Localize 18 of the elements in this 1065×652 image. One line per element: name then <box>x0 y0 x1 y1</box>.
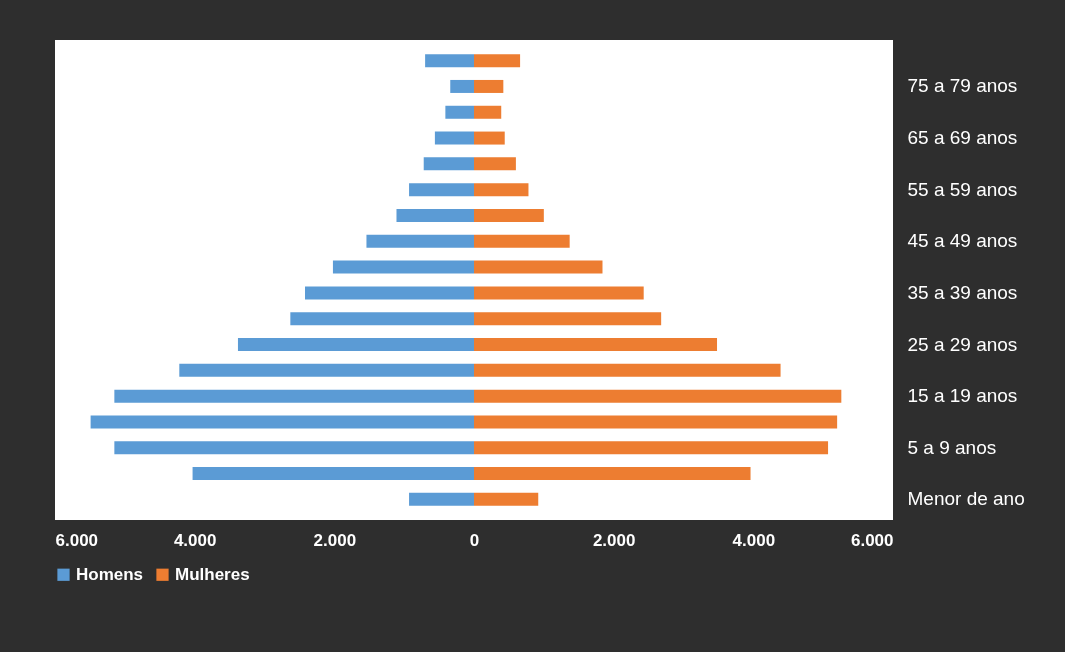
x-tick-label: 0 <box>469 530 480 550</box>
y-tick-label: 15 a 19 anos <box>907 385 1018 407</box>
x-tick-label: 2.000 <box>592 530 636 550</box>
y-tick-label: 65 a 69 anos <box>907 127 1018 149</box>
y-tick-label: 5 a 9 anos <box>907 436 997 458</box>
x-tick-label: 4.000 <box>732 530 776 550</box>
y-tick-label: 55 a 59 anos <box>907 178 1018 200</box>
y-tick-label: 35 a 39 anos <box>907 281 1018 303</box>
y-tick-label: Menor de ano <box>907 488 1025 510</box>
y-tick-label: 25 a 29 anos <box>907 333 1018 355</box>
x-tick-label: 6.000 <box>850 530 894 550</box>
legend-label: Homens <box>76 564 144 584</box>
legend-label: Mulheres <box>175 564 250 584</box>
y-tick-label: 45 a 49 anos <box>907 230 1018 252</box>
x-tick-label: 4.000 <box>173 530 217 550</box>
x-tick-label: 2.000 <box>313 530 357 550</box>
x-tick-label: 6.000 <box>55 530 99 550</box>
y-tick-label: 75 a 79 anos <box>907 75 1018 97</box>
